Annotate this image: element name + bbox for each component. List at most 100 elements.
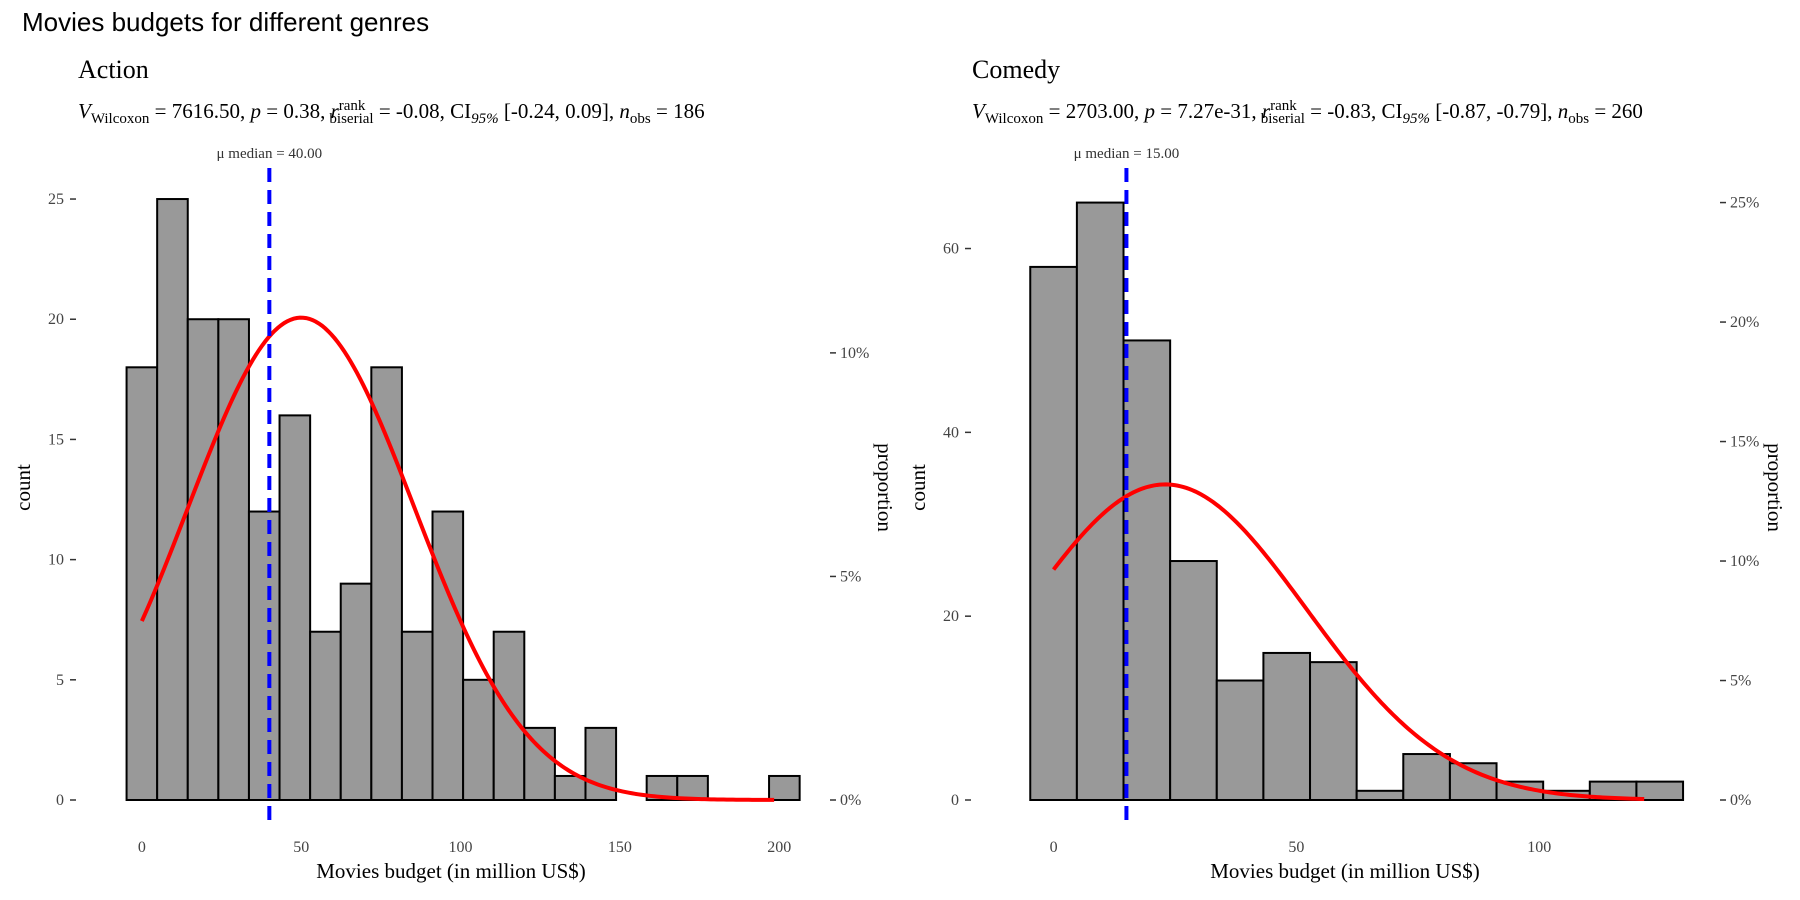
stat-n-subscript: obs	[630, 111, 651, 127]
stat-v-symbol: V	[78, 99, 93, 123]
histogram-bar	[1635, 780, 1685, 802]
histogram-bar	[1309, 661, 1358, 801]
stat-v-value: 2703.00	[1066, 99, 1134, 123]
histogram-bar	[278, 414, 312, 801]
y2-tick-label: 10%	[1730, 553, 1759, 570]
histogram-bar	[125, 366, 159, 801]
x-tick-label: 50	[1288, 839, 1304, 856]
histogram-bar	[186, 318, 220, 801]
stat-r-superscript: rank	[1270, 98, 1297, 114]
x-tick-label: 0	[1050, 839, 1058, 856]
x-tick-label: 0	[138, 839, 146, 856]
y-axis-label: count	[11, 464, 35, 511]
stat-v-subscript: Wilcoxon	[91, 111, 150, 127]
y-tick-label: 60	[943, 241, 959, 258]
y2-tick-label: 20%	[1730, 314, 1759, 331]
y-tick-label: 0	[951, 792, 959, 809]
histogram-bar	[309, 630, 342, 801]
y-tick-label: 20	[943, 608, 959, 625]
stat-n-symbol: n	[619, 99, 630, 123]
y2-tick-label: 25%	[1730, 195, 1759, 212]
stat-ci-value: [-0.87, -0.79]	[1435, 99, 1547, 123]
x-axis-label: Movies budget (in million US$)	[1210, 859, 1480, 883]
histogram-bar	[523, 726, 556, 802]
histogram-bar	[1169, 560, 1218, 801]
stat-ci-subscript: 95%	[471, 111, 499, 127]
stat-n-subscript: obs	[1568, 111, 1589, 127]
x-tick-label: 100	[449, 839, 473, 856]
panel-title: Comedy	[972, 55, 1060, 84]
histogram-bar	[1402, 753, 1451, 802]
x-tick-label: 50	[293, 839, 309, 856]
stat-r-value: -0.83	[1327, 99, 1371, 123]
stat-v-value: 7616.50	[172, 99, 240, 123]
histogram-bar	[1262, 651, 1312, 801]
histogram-bar	[339, 582, 373, 802]
y2-axis-label: proportion	[1763, 443, 1787, 532]
stat-ci-value: [-0.24, 0.09]	[504, 99, 609, 123]
y2-axis-label: proportion	[873, 443, 897, 532]
stat-p-symbol: p	[1142, 99, 1155, 123]
panel-title: Action	[78, 55, 149, 84]
stat-p-value: 7.27e-31	[1177, 99, 1251, 123]
stat-r-symbol: r	[331, 99, 340, 123]
histogram-bar	[1215, 679, 1265, 801]
y2-tick-label: 10%	[840, 345, 869, 362]
stat-ci-symbol: CI	[1382, 99, 1403, 123]
panel-action: Action VWilcoxon = 7616.50, p = 0.38, rra…	[11, 55, 897, 883]
x-tick-label: 150	[608, 839, 632, 856]
stat-r-subscript: biserial	[329, 111, 373, 127]
stat-n-value: 186	[673, 99, 705, 123]
normal-density-curve	[140, 315, 775, 802]
y-tick-label: 15	[48, 431, 64, 448]
stat-r-subscript: biserial	[1261, 111, 1305, 127]
y2-tick-label: 0%	[1730, 792, 1751, 809]
stat-n-value: 260	[1611, 99, 1643, 123]
histogram-bar	[492, 630, 526, 801]
normal-density-curve	[1051, 482, 1645, 802]
stat-n-symbol: n	[1558, 99, 1569, 123]
y-tick-label: 10	[48, 552, 64, 569]
median-label: μ median = 40.00	[217, 146, 323, 162]
x-axis-label: Movies budget (in million US$)	[316, 859, 586, 883]
x-tick-label: 100	[1527, 839, 1551, 856]
y-tick-label: 40	[943, 424, 959, 441]
histogram-bar	[1029, 265, 1078, 802]
histogram-bar	[156, 198, 189, 802]
stat-subtitle: VWilcoxon = 7616.50, p = 0.38, rrank bise…	[78, 98, 705, 127]
stat-r-symbol: r	[1262, 99, 1271, 123]
stat-v-symbol: V	[972, 99, 987, 123]
stat-v-subscript: Wilcoxon	[985, 111, 1044, 127]
stat-r-value: -0.08	[396, 99, 440, 123]
figure-title: Movies budgets for different genres	[22, 7, 429, 37]
y2-tick-label: 0%	[840, 792, 861, 809]
histogram-bar	[400, 630, 434, 801]
panel-comedy: Comedy VWilcoxon = 2703.00, p = 7.27e-31,…	[906, 55, 1787, 883]
y-axis-label: count	[906, 464, 930, 511]
stat-r-superscript: rank	[339, 98, 366, 114]
stat-subtitle: VWilcoxon = 2703.00, p = 7.27e-31, rrank…	[972, 98, 1643, 127]
median-label: μ median = 15.00	[1074, 146, 1180, 162]
stat-ci-subscript: 95%	[1403, 111, 1431, 127]
histogram-bar	[553, 774, 587, 802]
stat-p-value: 0.38	[283, 99, 320, 123]
histogram-bar	[1448, 762, 1498, 801]
histogram-bar	[462, 678, 495, 801]
x-tick-label: 200	[767, 839, 791, 856]
y2-tick-label: 15%	[1730, 434, 1759, 451]
histogram-bar	[1122, 339, 1172, 801]
y-tick-label: 20	[48, 311, 64, 328]
histogram-bar	[431, 510, 465, 801]
stat-ci-symbol: CI	[450, 99, 471, 123]
y-tick-label: 25	[48, 191, 64, 208]
histogram-bar	[1355, 789, 1405, 802]
y-tick-label: 0	[56, 792, 64, 809]
histogram-bar	[217, 318, 250, 801]
y2-tick-label: 5%	[1730, 673, 1751, 690]
histogram-bar	[247, 510, 281, 801]
stat-p-symbol: p	[248, 99, 261, 123]
histogram-bar	[676, 774, 709, 802]
y2-tick-label: 5%	[840, 568, 861, 585]
histogram-bar	[768, 774, 801, 802]
